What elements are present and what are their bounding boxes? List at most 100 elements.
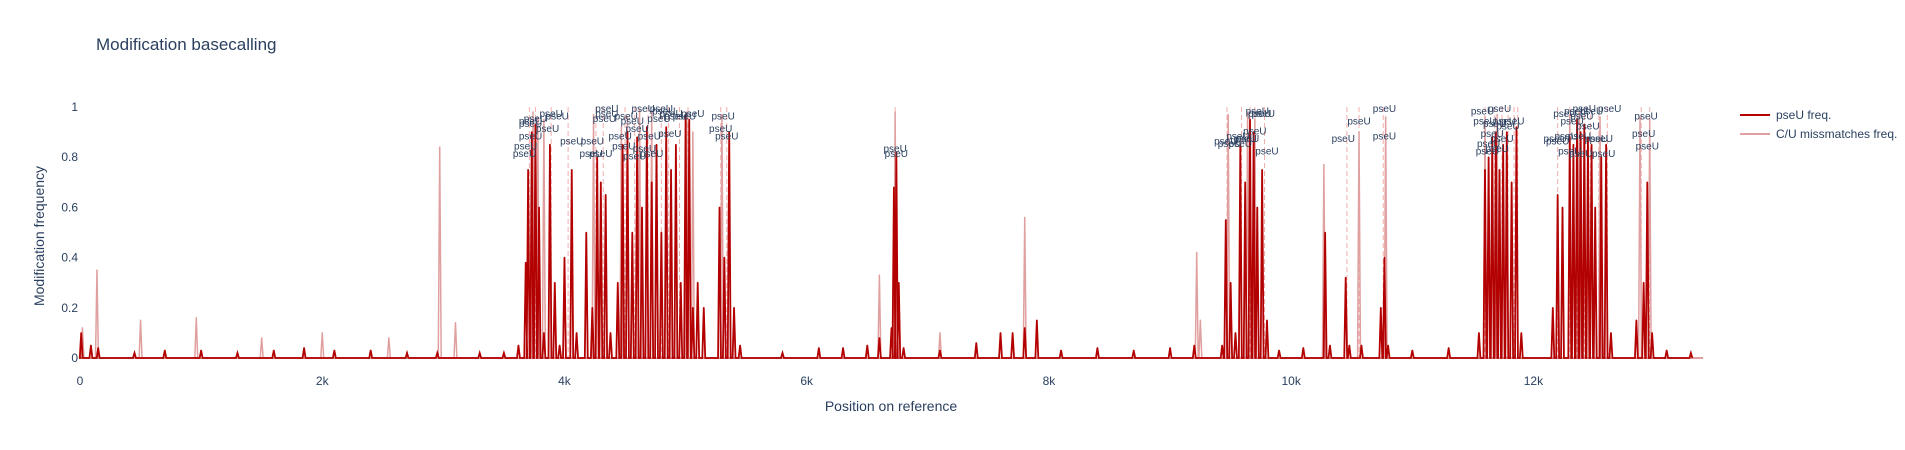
series-pseu-point-40	[646, 126, 648, 128]
series-pseu-point-122	[1590, 143, 1593, 146]
annotation-56: pseU	[1476, 147, 1499, 158]
series-pseu-point-66	[897, 281, 900, 284]
y-tick-5: 1	[71, 100, 78, 114]
series-pseu-point-104	[1487, 156, 1490, 158]
series-missmatch-point-31	[1384, 116, 1387, 118]
annotation-70: pseU	[1558, 147, 1581, 158]
series-pseu-point-24	[558, 344, 561, 347]
series-pseu-point-120	[1583, 123, 1586, 126]
annotation-43: pseU	[1233, 134, 1256, 145]
series-pseu-point-128	[1642, 281, 1645, 284]
series-pseu-point-72	[1023, 327, 1026, 329]
series-pseu-point-65	[895, 151, 898, 153]
series-pseu-point-71	[1011, 332, 1014, 334]
series-pseu-point-87	[1256, 206, 1259, 209]
series-pseu-point-119	[1579, 131, 1582, 133]
series-pseu-point-27	[575, 332, 578, 334]
series-pseu-point-43	[660, 231, 663, 234]
series-pseu-point-67	[902, 347, 905, 349]
series-pseu-point-20	[538, 206, 540, 209]
x-tick-1: 2k	[316, 374, 330, 388]
annotation-18: pseU	[615, 112, 638, 123]
annotation-21: pseU	[625, 124, 648, 135]
series-pseu-point-64	[893, 186, 895, 189]
annotation-46: pseU	[1246, 107, 1269, 118]
series-pseu-point-106	[1495, 131, 1497, 133]
series-missmatch-point-3	[195, 317, 198, 319]
series-pseu-point-17	[527, 168, 529, 171]
series-pseu-point-21	[543, 332, 545, 334]
series-pseu-point-97	[1380, 307, 1382, 309]
series-pseu-point-90	[1278, 349, 1280, 352]
x-tick-4: 8k	[1043, 374, 1057, 388]
series-pseu-point-7	[272, 349, 275, 352]
annotation-55: pseU	[1473, 117, 1496, 128]
annotation-60: pseU	[1485, 144, 1508, 155]
legend-item-mismatch[interactable]: C/U missmatches freq.	[1740, 127, 1897, 141]
legend-item-pseu[interactable]: pseU freq.	[1740, 108, 1831, 122]
series-pseu-point-75	[1096, 347, 1099, 349]
series-pseu-point-109	[1505, 131, 1508, 133]
series-pseu-point-15	[517, 344, 520, 347]
series-missmatch-point-16	[650, 111, 653, 113]
annotation-24: pseU	[638, 132, 661, 143]
series-pseu-point-68	[939, 349, 941, 352]
annotation-65: pseU	[1501, 117, 1524, 128]
series-pseu-point-8	[303, 347, 305, 349]
series-pseu-point-53	[718, 206, 721, 209]
series-pseu-point-96	[1360, 344, 1363, 347]
x-axis-title: Position on reference	[825, 398, 958, 414]
series-pseu-point-9	[333, 349, 336, 352]
series-pseu-point-129	[1646, 181, 1649, 184]
series-missmatch-point-35	[1578, 111, 1581, 113]
annotation-80: pseU	[1590, 134, 1613, 145]
series-pseu-point-77	[1169, 347, 1171, 349]
annotation-78: pseU	[1580, 107, 1603, 118]
series-pseu-point-105	[1491, 136, 1494, 138]
annotation-29: pseU	[658, 129, 681, 140]
series-pseu-point-107	[1498, 168, 1501, 171]
series-pseu-point-110	[1510, 181, 1513, 184]
series-pseu-point-92	[1324, 231, 1326, 234]
series-pseu-point-91	[1302, 347, 1305, 349]
x-tick-3: 6k	[800, 374, 814, 388]
series-pseu-point-123	[1594, 206, 1597, 209]
annotation-1: pseU	[514, 142, 537, 153]
annotation-77: pseU	[1576, 122, 1599, 133]
series-pseu-line	[78, 114, 1694, 359]
series-missmatch-point-19	[721, 113, 723, 116]
series-pseu-point-19	[534, 123, 537, 126]
series-missmatch-point-21	[894, 111, 896, 113]
series-pseu-point-55	[728, 131, 730, 133]
series-missmatch-point-25	[1199, 319, 1202, 322]
annotation-73: pseU	[1568, 132, 1591, 143]
series-pseu-point-57	[739, 344, 741, 347]
annotation-79: pseU	[1585, 134, 1608, 145]
series-pseu-point-4	[163, 349, 166, 352]
series-pseu-point-88	[1261, 168, 1263, 171]
y-axis-title: Modification frequency	[31, 166, 47, 306]
annotation-11: pseU	[581, 137, 604, 148]
annotation-20: pseU	[623, 152, 646, 163]
series-missmatch-point-18	[692, 131, 694, 133]
series-pseu-point-83	[1239, 143, 1242, 146]
series-missmatch-point-20	[878, 274, 881, 276]
series-pseu-point-98	[1383, 256, 1386, 259]
series-missmatch-point-38	[1648, 118, 1651, 121]
annotation-49: pseU	[1255, 147, 1278, 158]
series-missmatch-point-12	[592, 113, 595, 116]
series-pseu-point-42	[655, 143, 658, 146]
series-missmatch-point-0	[81, 327, 84, 329]
annotation-39: pseU	[1214, 137, 1237, 148]
y-axis: 0 0.2 0.4 0.6 0.8 1	[61, 100, 78, 365]
series-missmatch-point-17	[686, 111, 688, 113]
annotation-37: pseU	[883, 144, 906, 155]
series-pseu-point-116	[1568, 136, 1571, 138]
x-tick-6: 12k	[1524, 374, 1544, 388]
series-pseu-point-74	[1060, 349, 1062, 352]
series-pseu-point-103	[1484, 168, 1486, 171]
y-tick-4: 0.8	[61, 150, 78, 164]
series-missmatch-point-28	[1254, 118, 1256, 121]
annotation-57: pseU	[1477, 139, 1500, 150]
annotation-17: pseU	[612, 142, 635, 153]
